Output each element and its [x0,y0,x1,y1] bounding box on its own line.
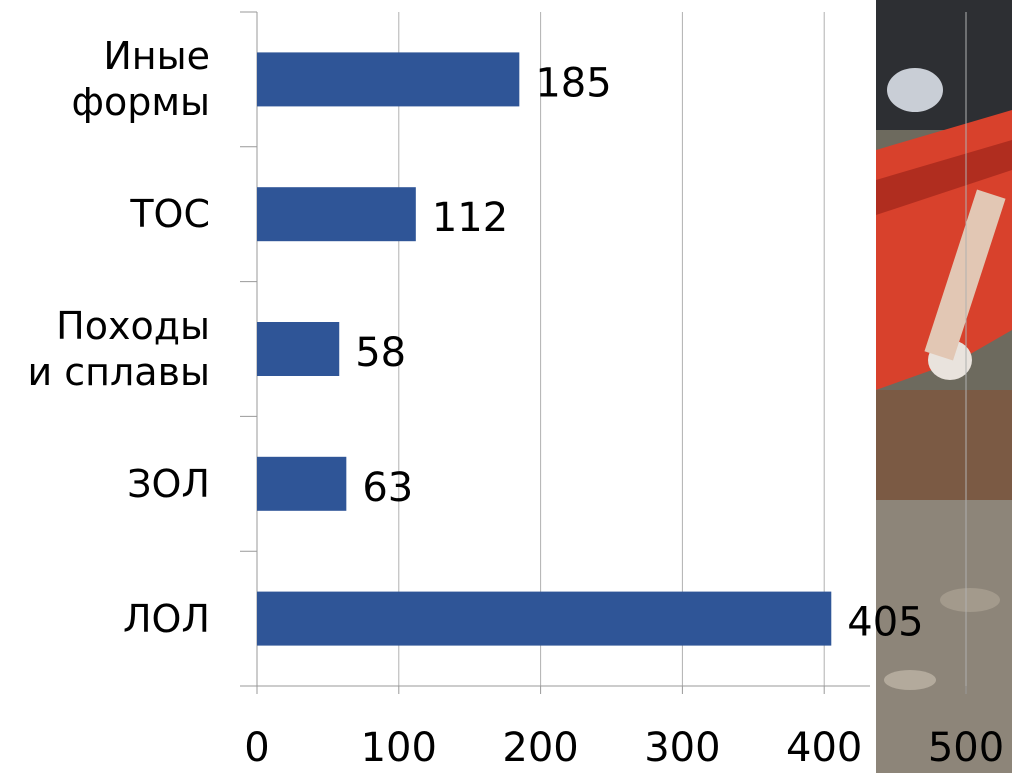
photo [876,0,1012,773]
y-tick-label: Иные формы [5,33,210,125]
y-tick-label: Походы и сплавы [5,303,210,395]
value-label: 58 [355,330,406,376]
bar [257,457,346,511]
x-tick-label: 400 [786,725,862,771]
value-label: 405 [847,600,923,646]
bar [257,187,416,241]
x-tick-label: 500 [928,725,1004,771]
bar [257,322,339,376]
bar [257,52,519,106]
y-tick-label: ЗОЛ [5,461,210,507]
value-label: 185 [535,60,611,106]
value-label: 63 [362,465,413,511]
value-label: 112 [432,195,508,241]
x-tick-label: 0 [244,725,269,771]
x-tick-label: 200 [502,725,578,771]
x-tick-label: 300 [644,725,720,771]
y-tick-label: ЛОЛ [5,596,210,642]
bar [257,592,831,646]
x-tick-label: 100 [361,725,437,771]
y-tick-label: ТОС [5,191,210,237]
page: 01002003004005001851125863405 (() => { c… [0,0,1012,773]
